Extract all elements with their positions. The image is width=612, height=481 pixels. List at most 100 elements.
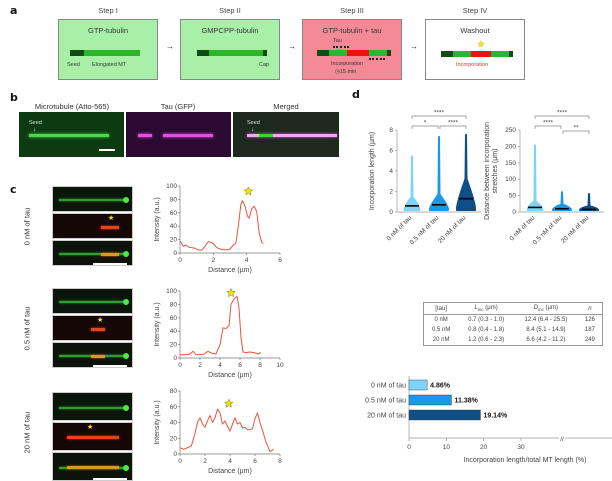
- bar-category-label: 20 nM of tau: [367, 413, 406, 420]
- significance-bracket: [534, 115, 590, 119]
- x-tick-label: 4: [218, 362, 222, 369]
- tau-image: [126, 112, 231, 157]
- y-tick-label: 100: [166, 183, 177, 190]
- x-tick-label: 0.5 nM of tau: [532, 214, 564, 246]
- y-tick-label: 40: [170, 420, 178, 427]
- y-tick-label: 100: [166, 288, 177, 295]
- seed-dot: [123, 353, 129, 359]
- intensity-profile-20nM: 0 20 40 60 80 0 2 4 6 8 Distance (µm) Intensity (a.…: [154, 388, 282, 475]
- significance-label: ****: [448, 120, 459, 127]
- x-tick-label: 30: [517, 444, 525, 451]
- panel-a-label: a: [10, 4, 18, 17]
- x-tick-label: 8: [278, 458, 282, 465]
- merged-filament: [247, 134, 337, 137]
- table-cell: 0 nM: [434, 317, 448, 324]
- micrograph-green-channel: [52, 392, 133, 421]
- y-tick-label: 40: [170, 328, 178, 335]
- y-tick-label: 150: [505, 160, 516, 167]
- micrograph-merged-channel: [52, 342, 133, 368]
- y-tick-label: 20: [170, 342, 178, 349]
- violin-0: [526, 144, 544, 211]
- seed-segment: [441, 51, 453, 57]
- cap-segment: [387, 50, 391, 56]
- table-cell: 20 nM: [432, 337, 450, 344]
- intensity-line: [180, 295, 262, 356]
- y-tick-label: 0: [173, 451, 177, 458]
- x-tick-label: 0: [407, 444, 411, 451]
- significance-bracket: [534, 125, 562, 129]
- x-tick-label: 0: [178, 362, 182, 369]
- table-row: 0 nM 0.7 (0.3 - 1.0) 12.4 (6.4 - 25.5) 126: [424, 315, 602, 326]
- clock-icon: ◷: [335, 69, 340, 75]
- merged-image: Seed ↓: [233, 112, 339, 157]
- elongated-mt: [70, 50, 140, 56]
- bar: [408, 379, 428, 391]
- step-box-3: GTP-tubulin + tau Tau Incorporation ◷15 min: [302, 19, 402, 80]
- bar-category-label: 0.5 nM of tau: [365, 398, 406, 405]
- y-tick-label: 100: [505, 176, 516, 183]
- micrograph-green-channel: [52, 288, 133, 314]
- cap-segment: [509, 51, 513, 57]
- y-axis-label: Intensity (a.u.): [154, 302, 161, 346]
- x-tick-label: 20: [480, 444, 488, 451]
- bar: [408, 409, 481, 421]
- y-axis-label: Intensity (a.u.): [154, 400, 161, 444]
- tau-signal: [101, 225, 119, 229]
- violin-1: [551, 191, 573, 211]
- scale-bar: [93, 365, 127, 367]
- microtubule-filament: [59, 199, 123, 201]
- table-header: [tau]: [435, 305, 447, 312]
- step-title: Step II: [219, 6, 241, 15]
- condition-label: 0.5 nM of tau: [22, 306, 32, 351]
- seed-segment: [70, 50, 84, 56]
- y-tick-label: 20: [170, 435, 178, 442]
- significance-label: *: [424, 120, 427, 127]
- star-icon: ★: [87, 424, 94, 431]
- x-tick-label: 2: [203, 458, 207, 465]
- tau-filament-2: [163, 134, 213, 137]
- x-axis-label: Distance (µm): [208, 372, 252, 379]
- y-tick-label: 40: [170, 223, 178, 230]
- condition-label: 20 nM of tau: [22, 411, 32, 454]
- table-cell: 6.6 (4.2 - 11.2): [526, 337, 566, 344]
- significance-label: ****: [434, 110, 445, 117]
- violin-distance-between: 0 50 100 150 200 250 Distance between incorpor…: [484, 110, 604, 246]
- table-cell: 187: [584, 327, 595, 334]
- x-tick-label: 6: [278, 257, 282, 264]
- step-box-title: Washout: [460, 26, 490, 35]
- scale-bar: [99, 149, 115, 151]
- x-tick-label: 20 nM of tau: [437, 214, 468, 245]
- step-title: Step III: [340, 6, 364, 15]
- tau-signal: [67, 436, 119, 439]
- micrograph-merged-channel: [52, 240, 133, 266]
- y-tick-label: 200: [505, 143, 516, 150]
- x-tick-label: 10: [276, 362, 284, 369]
- y-tick-label: 2: [389, 189, 393, 196]
- micrograph-green-channel: [52, 186, 133, 212]
- table-row: 20 nM 1.2 (0.6 - 2.3) 6.6 (4.2 - 11.2) 249: [424, 335, 602, 345]
- x-tick-label: 0.5 nM of tau: [409, 214, 441, 246]
- y-tick-label: 60: [170, 315, 178, 322]
- timer-label: 15 min: [339, 69, 357, 75]
- step-box-title: GMPCPP-tubulin: [201, 26, 259, 35]
- significance-label: **: [573, 125, 579, 132]
- x-tick-label: 0: [178, 458, 182, 465]
- x-tick-label: 0 nM of tau: [385, 214, 413, 242]
- table-header: Dinc (µm): [533, 305, 558, 313]
- seed-arrow-icon: ↓: [251, 127, 254, 133]
- table-header: Linc (µm): [474, 305, 498, 313]
- scale-bar: [93, 263, 127, 265]
- elongated-mt-label: Elongated MT: [92, 62, 127, 68]
- star-icon: ★: [97, 317, 104, 324]
- significance-label: ****: [557, 110, 568, 117]
- panel-c-label: c: [10, 183, 17, 196]
- scale-bar: [93, 478, 127, 480]
- tau-signal: [91, 354, 105, 358]
- x-tick-label: 6: [238, 362, 242, 369]
- table-cell: 0.8 (0.4 - 1.8): [468, 327, 505, 334]
- y-axis-label: Incorporation length (µm): [369, 132, 376, 210]
- micrograph-red-channel: ★: [52, 213, 133, 239]
- tau-signal: [101, 252, 119, 256]
- step-box-2: GMPCPP-tubulin Cap: [180, 19, 280, 80]
- step-title: Step IV: [462, 6, 488, 15]
